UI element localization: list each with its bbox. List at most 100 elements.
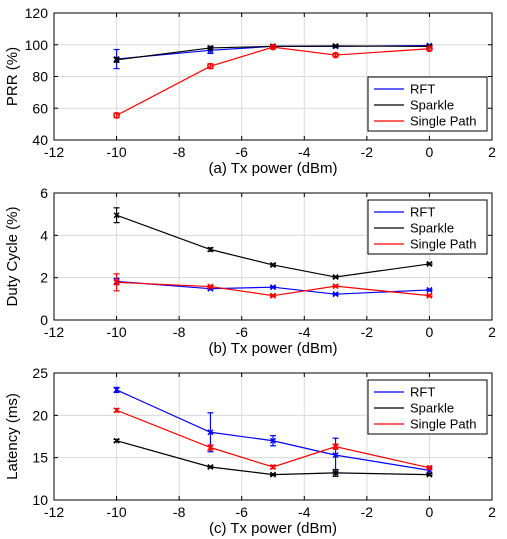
y-axis-label: Latency (ms) [4,393,21,480]
x-tick-label: -2 [361,504,374,520]
x-tick-label: 2 [488,324,496,340]
x-tick-label: -8 [173,504,186,520]
x-tick-label: -6 [235,324,248,340]
x-tick-label: -10 [106,324,126,340]
y-tick-label: 2 [40,270,48,286]
y-axis-label: PRR (%) [4,47,21,106]
x-tick-label: -10 [106,144,126,160]
data-point-single-path [113,407,120,414]
data-point-rft [332,291,339,298]
y-tick-label: 80 [32,69,48,85]
chart-panel-2: -12 -10 -8 -6 -4 -2 0 2 0 2 4 6 (b) Tx power (dBm) Du… [4,185,496,357]
legend-label-single-path: Single Path [410,417,477,432]
plot-frame [53,192,493,321]
data-point-rft [113,386,120,393]
data-point-rft [426,286,433,293]
data-point-rft [269,437,277,444]
data-point-single-path [426,292,433,299]
x-tick-label: -4 [298,324,311,340]
y-tick-label: 4 [40,227,48,243]
data-point-single-path [269,292,277,299]
x-tick-label: 2 [488,504,496,520]
legend-label-rft: RFT [410,385,435,400]
x-tick-label: -12 [44,504,64,520]
data-point-sparkle [113,212,120,219]
y-tick-label: 10 [32,492,48,508]
data-point-sparkle [426,471,433,478]
x-tick-label: -6 [235,144,248,160]
legend-box [367,76,488,132]
y-tick-label: 15 [32,450,48,466]
legend-label-rft: RFT [410,82,435,97]
data-point-sparkle [207,246,214,253]
legend-label-single-path: Single Path [410,114,477,129]
x-axis-label: (a) Tx power (dBm) [209,160,338,177]
data-point-sparkle [332,469,339,476]
data-point-sparkle [207,463,214,471]
data-point-sparkle [332,42,339,50]
legend-box [367,379,488,435]
y-tick-label: 6 [40,185,48,201]
y-tick-label: 25 [32,365,48,381]
x-tick-label: -4 [298,144,311,160]
data-point-single-path [207,444,214,451]
data-point-rft [207,429,214,436]
legend-label-sparkle: Sparkle [410,98,454,113]
x-tick-label: -4 [298,504,311,520]
x-tick-label: 0 [426,144,434,160]
x-tick-label: -12 [44,324,64,340]
y-tick-label: 20 [32,407,48,423]
x-tick-label: -10 [106,504,126,520]
x-tick-label: 0 [426,324,434,340]
legend-label-single-path: Single Path [410,237,477,252]
y-tick-label: 100 [25,37,49,53]
data-point-single-path [332,443,339,450]
x-tick-label: -2 [361,144,374,160]
x-tick-label: -8 [173,144,186,160]
data-point-sparkle [269,261,277,268]
x-axis-label: (c) Tx power (dBm) [209,520,337,537]
x-tick-label: 2 [488,144,496,160]
data-point-rft [269,284,277,291]
chart-panel-3: -12 -10 -8 -6 -4 -2 0 2 10 15 20 25 (c) Tx power (dB… [4,365,496,537]
data-point-single-path [332,283,339,290]
x-tick-label: -2 [361,324,374,340]
y-tick-label: 40 [32,132,48,148]
legend-label-sparkle: Sparkle [410,221,454,236]
data-point-single-path [113,279,120,286]
series-line-single-path [116,281,430,297]
y-tick-label: 120 [25,5,49,21]
legend-label-sparkle: Sparkle [410,401,454,416]
x-tick-label: 0 [426,504,434,520]
y-tick-label: 60 [32,100,48,116]
data-point-sparkle [207,44,214,51]
x-tick-label: -12 [44,144,64,160]
y-axis-label: Duty Cycle (%) [4,206,21,306]
data-point-single-path [332,51,339,59]
data-point-sparkle [426,260,433,267]
chart-panel-1: -12 -10 -8 -6 -4 -2 0 2 40 60 80 100 120 (a) Tx power… [4,5,496,177]
plot-frame [53,372,493,501]
data-point-single-path [113,112,120,119]
data-point-single-path [269,43,277,51]
x-tick-label: -6 [235,504,248,520]
legend-label-rft: RFT [410,205,435,220]
data-point-sparkle [269,471,277,478]
data-point-single-path [207,283,214,290]
data-point-sparkle [113,56,120,63]
data-point-single-path [269,463,277,471]
data-point-single-path [426,464,433,471]
y-tick-label: 0 [40,312,48,328]
x-tick-label: -8 [173,324,186,340]
data-point-single-path [207,62,214,70]
data-point-sparkle [113,437,120,444]
data-point-sparkle [332,274,339,281]
data-point-single-path [426,45,433,53]
data-point-rft [332,452,339,459]
x-axis-label: (b) Tx power (dBm) [209,340,338,357]
legend-box [367,199,488,255]
